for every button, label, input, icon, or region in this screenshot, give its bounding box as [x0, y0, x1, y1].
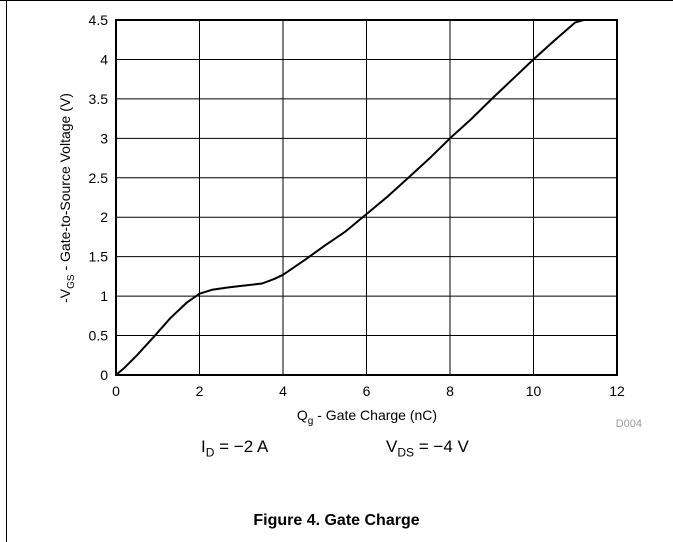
x-tick-label: 0	[112, 383, 120, 399]
y-axis-title-pre: -V	[57, 288, 73, 303]
x-axis-title-rest: - Gate Charge (nC)	[313, 407, 437, 423]
x-tick-labels: 0 2 4 6 8 10 12	[112, 383, 625, 399]
y-axis-title-sub: GS	[66, 274, 77, 289]
chart-grid	[115, 19, 618, 376]
y-tick-labels: 0 0.5 1 1.5 2 2.5 3 3.5 4 4.5	[89, 12, 109, 383]
drain-source-voltage-condition: VDS = −4 V	[386, 437, 469, 459]
drain-current-condition: ID = −2 A	[201, 437, 268, 459]
x-axis-title-sub: g	[308, 416, 314, 427]
x-tick-label: 4	[279, 383, 287, 399]
y-tick-label: 2.5	[89, 170, 109, 186]
gate-charge-chart: 0 2 4 6 8 10 12 0 0.5 1 1.5 2 2.5 3 3.5 4 4.5 Qg - Gate…	[57, 12, 642, 430]
gate-charge-curve	[115, 19, 584, 376]
y-tick-label: 2	[100, 209, 108, 225]
y-tick-label: 3	[100, 130, 108, 146]
x-axis-title-main: Q	[297, 407, 308, 423]
page-left-border	[6, 0, 7, 542]
y-tick-label: 0	[100, 367, 108, 383]
y-tick-label: 1.5	[89, 249, 109, 265]
y-axis-title: -VGS - Gate-to-Source Voltage (V)	[57, 93, 77, 303]
id-symbol: I	[201, 437, 206, 456]
id-value: = −2 A	[214, 437, 269, 456]
y-tick-label: 4.5	[89, 12, 109, 28]
vds-symbol: V	[386, 437, 398, 456]
plot-area-border	[115, 19, 618, 376]
page-top-border	[0, 0, 673, 1]
y-tick-label: 4	[100, 51, 108, 67]
figure-code: D004	[616, 418, 642, 430]
y-tick-label: 0.5	[89, 328, 109, 344]
y-tick-label: 1	[100, 288, 108, 304]
id-subscript: D	[205, 445, 215, 460]
x-tick-label: 12	[609, 383, 625, 399]
x-tick-label: 2	[196, 383, 204, 399]
y-axis-title-rest: - Gate-to-Source Voltage (V)	[57, 93, 73, 274]
x-axis-title: Qg - Gate Charge (nC)	[297, 407, 437, 427]
vds-subscript: DS	[397, 445, 415, 460]
figure-caption: Figure 4. Gate Charge	[253, 512, 420, 529]
vds-value: = −4 V	[414, 437, 469, 456]
x-tick-label: 10	[526, 383, 542, 399]
y-tick-label: 3.5	[89, 91, 109, 107]
x-tick-label: 8	[446, 383, 454, 399]
x-tick-label: 6	[363, 383, 371, 399]
